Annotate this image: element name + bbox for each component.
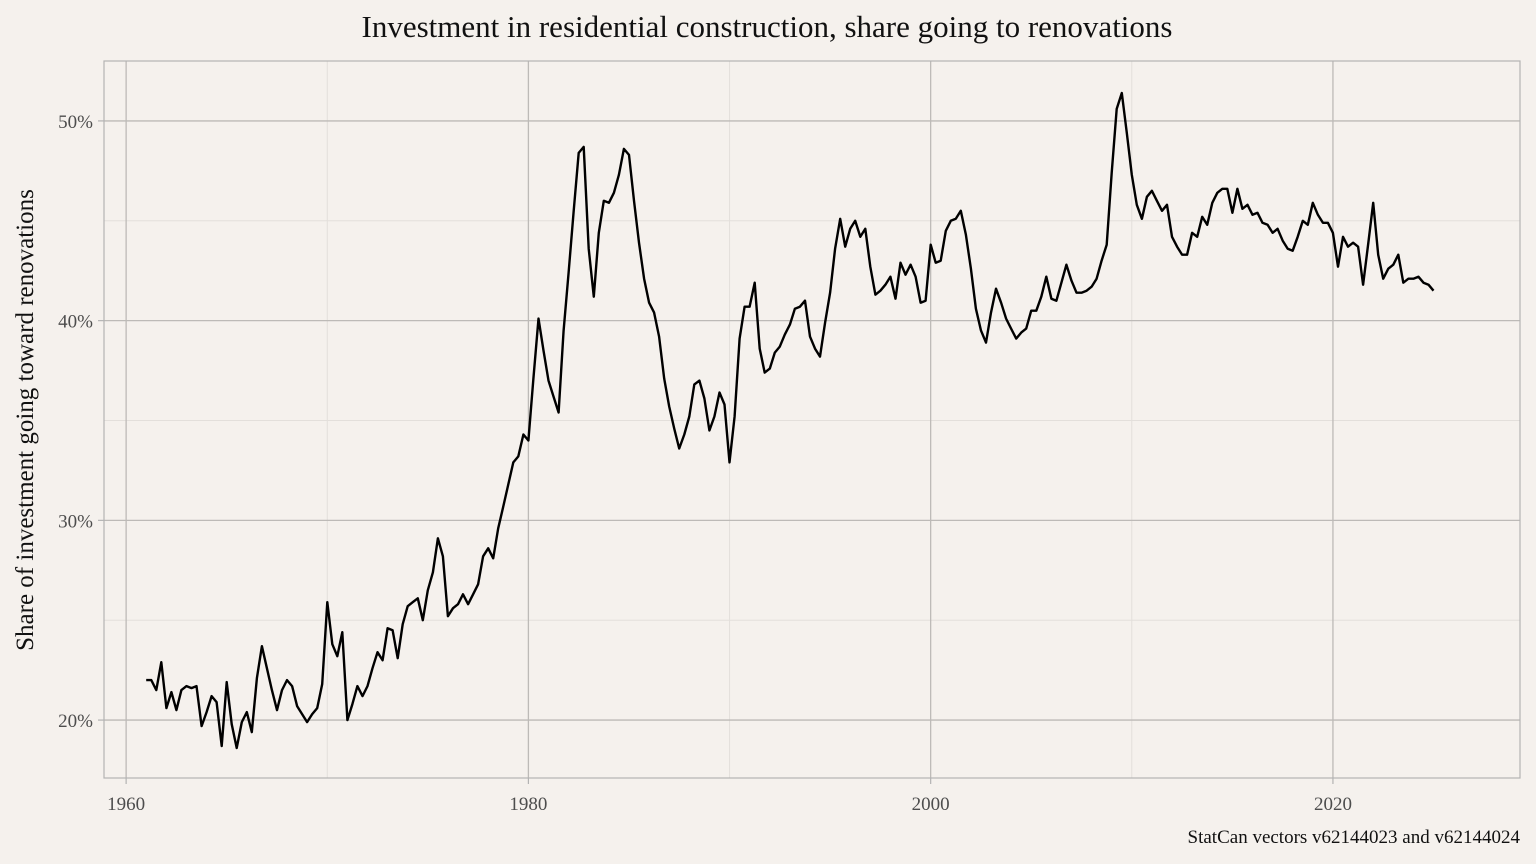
plot-panel-border (103, 60, 1521, 779)
y-tick-label: 50% (58, 112, 93, 133)
caption: StatCan vectors v62144023 and v62144024 (1188, 827, 1521, 848)
chart-title: Investment in residential construction, … (362, 9, 1173, 44)
x-tick-label: 1960 (107, 794, 145, 815)
y-axis: 20% 30% 40% 50% (58, 112, 104, 732)
y-tick-label: 40% (58, 312, 93, 333)
y-axis-label: Share of investment going toward renovat… (12, 189, 39, 651)
y-tick-label: 20% (58, 711, 93, 732)
x-tick-label: 2020 (1314, 794, 1352, 815)
x-tick-label: 1980 (509, 794, 547, 815)
major-gridlines (104, 61, 1520, 778)
x-tick-label: 2000 (912, 794, 950, 815)
series-layer (146, 91, 1435, 750)
series-line (146, 91, 1435, 750)
y-tick-label: 30% (58, 511, 93, 532)
x-axis: 1960 1980 2000 2020 (107, 778, 1352, 815)
